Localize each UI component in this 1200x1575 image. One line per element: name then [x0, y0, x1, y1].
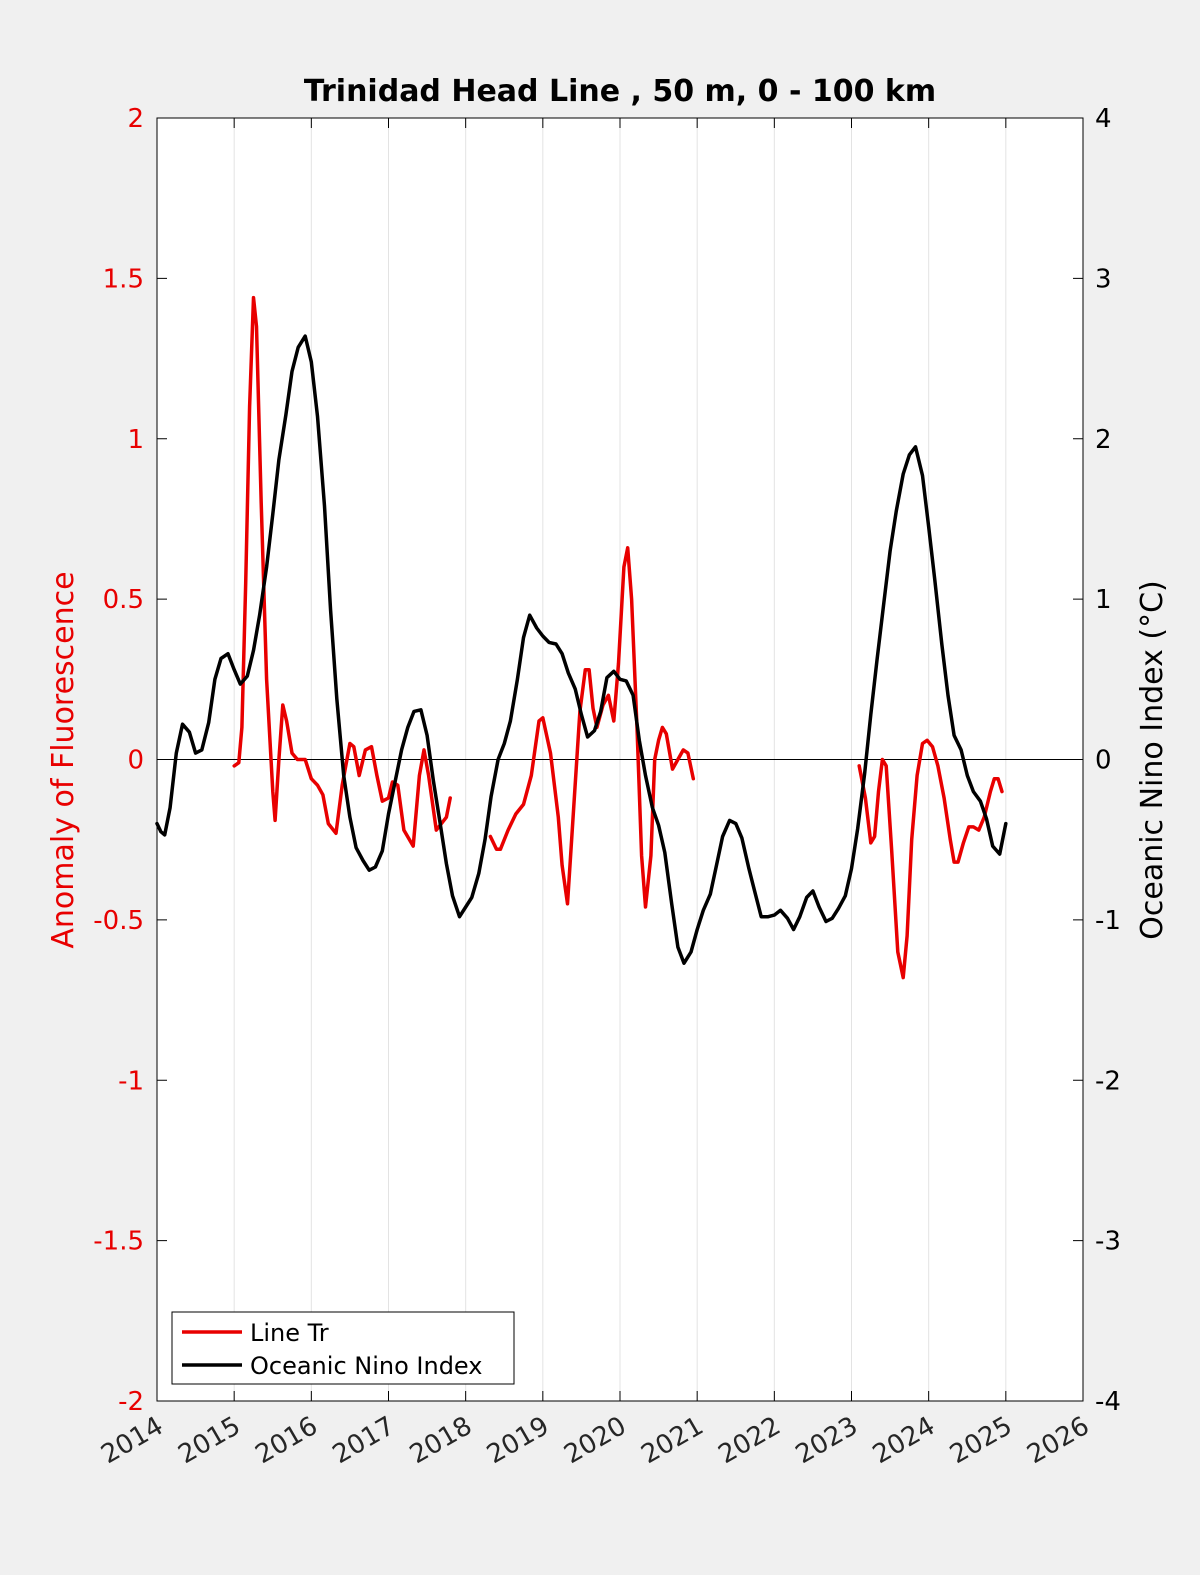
right-axis-label: Oceanic Nino Index (°C) [1135, 580, 1170, 940]
x-tick-label: 2016 [251, 1411, 323, 1470]
left-y-tick-label: 0 [127, 746, 144, 776]
right-y-axis: 4 3 2 1 0 -1 -2 -3 -4 [1073, 104, 1121, 1417]
legend-box [171, 1311, 515, 1385]
line-tr-line-segment-0 [232, 295, 452, 848]
x-tick-label: 2020 [559, 1411, 631, 1470]
right-y-tick-label: -4 [1095, 1387, 1121, 1417]
chart-title: Trinidad Head Line , 50 m, 0 - 100 km [304, 74, 936, 109]
right-y-tick-label: -3 [1095, 1227, 1121, 1257]
right-y-tick-label: -1 [1095, 906, 1121, 936]
right-y-tick-label: -2 [1095, 1066, 1121, 1096]
x-tick-label: 2024 [868, 1411, 940, 1470]
x-tick-label: 2022 [714, 1411, 786, 1470]
x-tick-label: 2018 [405, 1411, 477, 1470]
left-y-tick-label: 0.5 [103, 585, 144, 615]
x-tick-label: 2023 [791, 1411, 863, 1470]
x-tick-label: 2015 [173, 1411, 245, 1470]
x-tick-label: 2025 [945, 1411, 1017, 1470]
x-tick-label: 2019 [482, 1411, 554, 1470]
x-tick-label: 2017 [328, 1411, 400, 1470]
right-y-tick-label: 3 [1095, 264, 1112, 294]
left-y-tick-label: 1.5 [103, 264, 144, 294]
left-y-tick-label: -0.5 [93, 906, 144, 936]
left-y-tick-label: 1 [127, 425, 144, 455]
x-tick-label: 2021 [636, 1411, 708, 1470]
legend-label-line-tr: Line Tr [250, 1319, 329, 1347]
left-y-tick-label: 2 [127, 104, 144, 134]
right-y-tick-label: 1 [1095, 585, 1112, 615]
x-tick-label: 2026 [1022, 1411, 1094, 1470]
left-axis-label: Anomaly of Fluorescence [46, 571, 81, 948]
oni-line-segment-0 [155, 334, 1008, 965]
x-tick-label: 2014 [96, 1411, 168, 1470]
left-y-tick-label: -1.5 [93, 1227, 144, 1257]
left-y-axis: 2 1.5 1 0.5 0 -0.5 -1 -1.5 -2 [93, 104, 167, 1417]
left-y-tick-label: -1 [118, 1066, 144, 1096]
line-tr-line-segment-2 [857, 738, 1004, 980]
series-group [155, 295, 1008, 980]
legend: Line Tr Oceanic Nino Index [171, 1311, 515, 1385]
legend-label-oni: Oceanic Nino Index [250, 1352, 482, 1380]
right-y-tick-label: 4 [1095, 104, 1112, 134]
right-y-tick-label: 0 [1095, 746, 1112, 776]
left-y-tick-label: -2 [118, 1387, 144, 1417]
right-y-tick-label: 2 [1095, 425, 1112, 455]
